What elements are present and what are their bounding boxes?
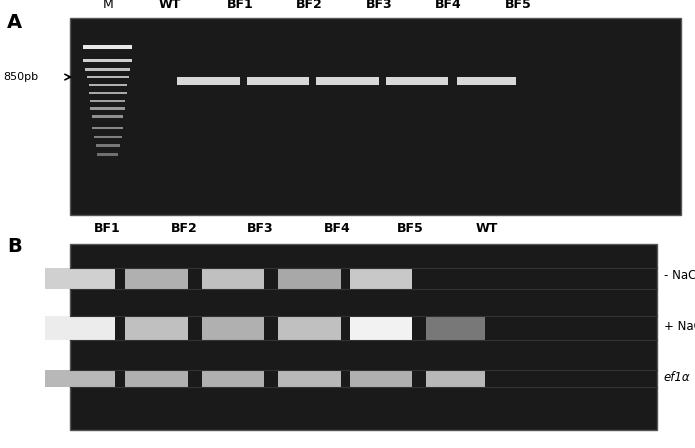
FancyBboxPatch shape [247,77,309,85]
FancyBboxPatch shape [45,316,115,340]
Text: BF5: BF5 [505,0,531,11]
FancyBboxPatch shape [125,316,188,340]
Text: BF1: BF1 [95,222,121,235]
Text: M: M [102,0,113,11]
FancyBboxPatch shape [83,59,132,62]
FancyBboxPatch shape [425,268,485,289]
Text: BF4: BF4 [324,222,350,235]
Text: BF3: BF3 [366,0,392,11]
Text: - NaCl: - NaCl [664,269,695,282]
FancyBboxPatch shape [350,316,412,340]
FancyBboxPatch shape [97,153,118,155]
FancyBboxPatch shape [90,99,125,102]
FancyBboxPatch shape [278,316,341,340]
FancyBboxPatch shape [87,76,129,78]
FancyBboxPatch shape [45,370,115,387]
Text: WT: WT [159,0,181,11]
FancyBboxPatch shape [90,107,125,109]
FancyBboxPatch shape [83,45,132,49]
FancyBboxPatch shape [202,370,264,387]
Text: B: B [7,237,22,256]
FancyBboxPatch shape [96,144,120,146]
FancyBboxPatch shape [316,77,379,85]
FancyBboxPatch shape [125,370,188,387]
FancyBboxPatch shape [278,370,341,387]
Text: BF2: BF2 [171,222,197,235]
FancyBboxPatch shape [350,268,412,289]
FancyBboxPatch shape [278,268,341,289]
FancyBboxPatch shape [457,77,516,85]
FancyBboxPatch shape [350,370,412,387]
FancyBboxPatch shape [425,370,485,387]
FancyBboxPatch shape [425,316,485,340]
FancyBboxPatch shape [202,268,264,289]
FancyBboxPatch shape [94,135,122,138]
Text: WT: WT [475,222,498,235]
Text: BF4: BF4 [435,0,461,11]
FancyBboxPatch shape [125,268,188,289]
FancyBboxPatch shape [177,77,240,85]
FancyBboxPatch shape [89,84,126,86]
FancyBboxPatch shape [85,68,131,70]
FancyBboxPatch shape [92,115,124,117]
Text: BF3: BF3 [247,222,274,235]
Text: BF1: BF1 [227,0,253,11]
FancyBboxPatch shape [92,126,124,129]
FancyBboxPatch shape [386,77,448,85]
Text: BF2: BF2 [296,0,322,11]
FancyBboxPatch shape [202,316,264,340]
FancyBboxPatch shape [89,91,126,94]
Text: + NaCl: + NaCl [664,319,695,333]
Text: ef1α: ef1α [664,370,690,384]
Text: A: A [7,13,22,32]
Text: BF5: BF5 [397,222,423,235]
FancyBboxPatch shape [70,244,657,430]
Text: 850pb: 850pb [3,72,39,82]
FancyBboxPatch shape [70,18,681,215]
FancyBboxPatch shape [45,268,115,289]
